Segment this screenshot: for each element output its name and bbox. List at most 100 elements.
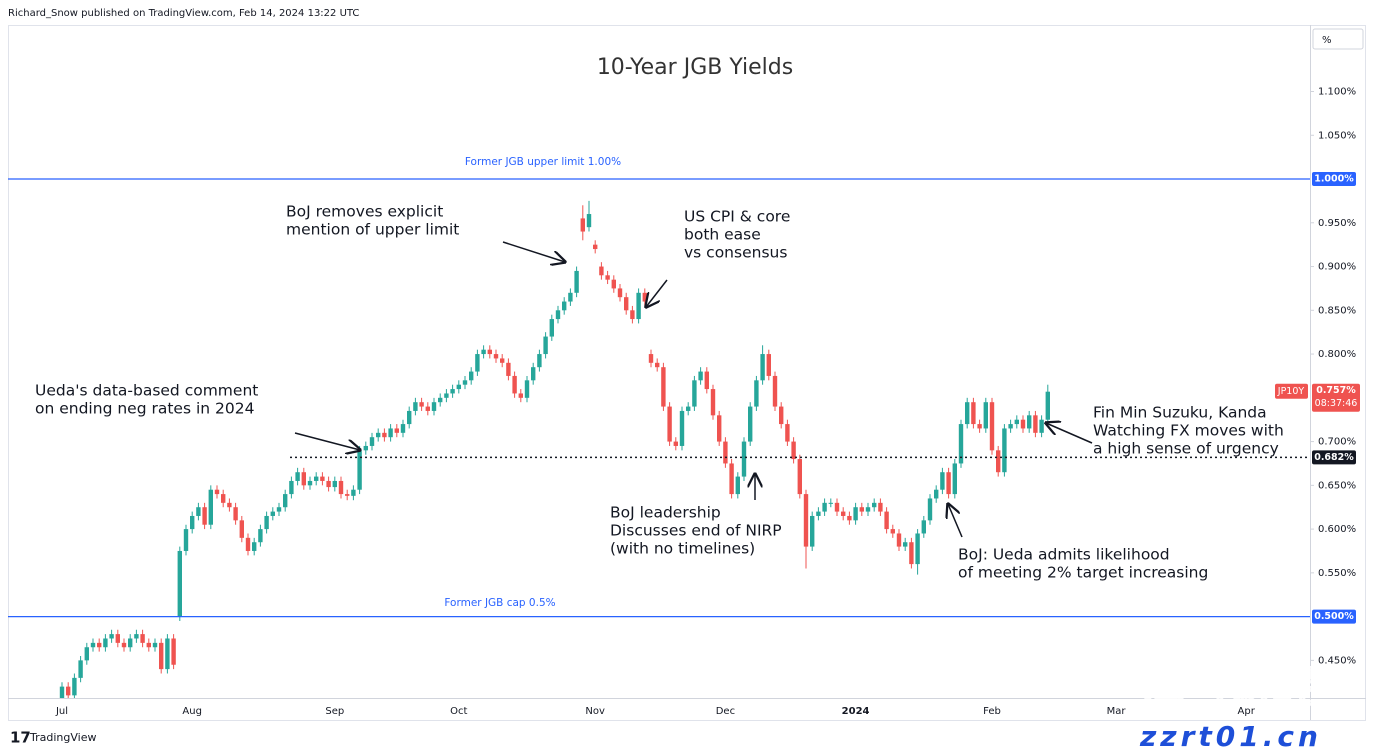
candle-body (549, 319, 554, 337)
candle-body (630, 310, 635, 320)
candle-body (803, 494, 809, 547)
candle-body (940, 472, 945, 490)
candle-body (704, 371, 709, 390)
price-badge (1312, 383, 1360, 412)
candle-body (425, 406, 430, 411)
level-axis-label: 1.000% (1314, 174, 1354, 185)
candle-body (109, 634, 114, 639)
candle-body (878, 502, 883, 512)
level-label: Former JGB cap 0.5% (444, 597, 555, 609)
candle-body (208, 489, 213, 525)
candle-body (450, 389, 455, 394)
candle-body (419, 402, 424, 407)
candle-body (314, 476, 319, 481)
candle-body (977, 424, 982, 429)
symbol-label: JP10Y (1277, 386, 1305, 397)
candle-body (797, 459, 802, 495)
candle-body (624, 297, 629, 311)
candle-body (834, 502, 840, 512)
candle-body (270, 511, 275, 516)
candle-body (785, 424, 790, 442)
candle-body (382, 432, 387, 438)
candle-body (183, 529, 189, 551)
x-tick-label: 2024 (842, 706, 870, 717)
candle-body (320, 476, 325, 481)
annotation: Discusses end of NIRP (610, 522, 782, 540)
candle-body (996, 450, 1001, 473)
candle-body (729, 463, 734, 495)
y-tick-label: 0.950% (1318, 218, 1356, 229)
candle-body (283, 494, 288, 508)
candle-body (500, 358, 505, 363)
candle-body (543, 336, 548, 355)
candle-body (927, 498, 933, 521)
candle-body (903, 542, 908, 547)
candle-body (828, 502, 833, 504)
candle-body (487, 349, 492, 355)
candle-body (469, 371, 474, 381)
candle-body (202, 507, 207, 525)
candle-body (822, 502, 827, 512)
candle-body (946, 472, 951, 495)
candle-body (307, 480, 313, 486)
y-tick-label: 0.900% (1318, 262, 1356, 273)
candle-body (766, 354, 771, 376)
candle-body (531, 367, 536, 381)
candle-body (841, 511, 846, 516)
y-tick-label: 0.600% (1318, 524, 1356, 535)
level-label: Former JGB upper limit 1.00% (465, 156, 621, 168)
candle-body (971, 402, 976, 425)
footer: TradingView (29, 731, 96, 744)
candle-body (884, 511, 889, 530)
annotation-arrow (646, 279, 668, 307)
candle-body (357, 450, 362, 490)
candle-body (146, 642, 151, 648)
candle-body (121, 642, 127, 648)
candle-body (103, 638, 108, 648)
annotation: BoJ leadership (610, 504, 721, 522)
candle-body (865, 507, 871, 512)
candle-body (636, 292, 641, 320)
candle-body (599, 266, 604, 276)
candle-body (810, 515, 815, 547)
candle-body (1020, 419, 1026, 429)
candle-body (78, 660, 83, 678)
candle-body (816, 511, 821, 516)
candle-body (400, 424, 406, 433)
candle-body (128, 638, 133, 648)
candle-body (661, 367, 666, 407)
candle-body (586, 214, 592, 228)
candle-body (580, 218, 585, 232)
x-tick-label: Nov (585, 706, 605, 717)
candle-body (934, 489, 939, 499)
candle-body (394, 428, 399, 433)
candle-body (754, 380, 759, 407)
candle-body (717, 415, 722, 442)
candle-body (221, 494, 226, 503)
y-tick-label: 0.650% (1318, 480, 1356, 491)
candle-body (568, 292, 573, 302)
candle-body (1002, 428, 1007, 473)
plot (59, 200, 1050, 698)
candle-body (642, 292, 647, 302)
level-badge (1312, 609, 1356, 624)
chart-title: 10-Year JGB Yields (597, 55, 793, 80)
y-tick-label: 1.100% (1318, 87, 1356, 98)
annotation: a high sense of urgency (1093, 440, 1279, 458)
candle-body (493, 354, 499, 359)
candle-body (791, 441, 796, 460)
watermark: 海与财经 (1140, 662, 1321, 713)
annotation-arrow (502, 241, 565, 262)
level-axis-label: 0.500% (1314, 611, 1354, 622)
price-label: 0.757% (1316, 385, 1356, 396)
y-tick-label: 0.700% (1318, 437, 1356, 448)
candle-body (723, 441, 728, 464)
candle-body (655, 362, 660, 368)
y-tick-label: 0.800% (1318, 349, 1356, 360)
annotation: BoJ: Ueda admits likelihood (958, 546, 1170, 564)
candle-body (735, 476, 740, 495)
candle-body (1039, 419, 1044, 433)
candle-body (165, 638, 170, 670)
candle-body (388, 428, 393, 438)
candle-body (376, 432, 381, 438)
